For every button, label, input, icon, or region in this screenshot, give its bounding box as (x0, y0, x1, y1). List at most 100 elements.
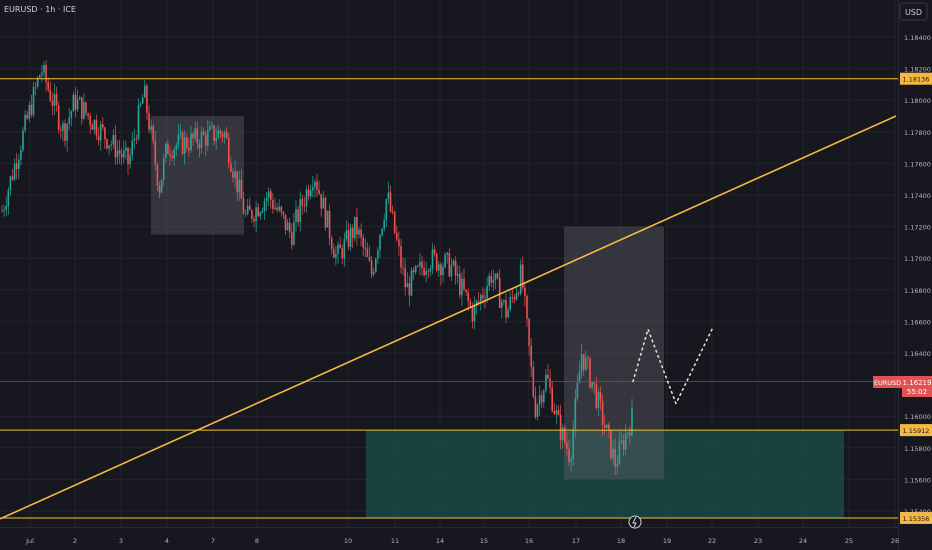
candle-body (545, 374, 547, 391)
candle-body (55, 93, 58, 106)
candle-body (435, 253, 438, 271)
candle-body (511, 297, 514, 298)
candle-body (488, 275, 490, 286)
candle-body (587, 357, 589, 359)
candle-body (480, 295, 482, 302)
candle-body (194, 128, 196, 139)
candle-body (81, 97, 83, 119)
candle-body (328, 210, 331, 239)
y-tick-label: 1.17800 (904, 129, 931, 137)
candle-body (631, 407, 633, 436)
candle-body (580, 354, 583, 372)
y-tick-label: 1.17200 (904, 224, 931, 232)
candle-body (383, 220, 385, 229)
y-tick-label: 1.15800 (904, 445, 931, 453)
candle-body (337, 244, 339, 254)
candle-body (372, 271, 375, 275)
candle-body (160, 179, 163, 193)
candle-body (578, 371, 581, 383)
candle-body (5, 206, 7, 210)
range-boxes (151, 116, 844, 518)
candle-body (154, 140, 157, 165)
time-axis: Jul 2 3 4 7 8 10 11 14 15 16 17 18 19 22 23 24 25 26 (0, 527, 899, 545)
candle-body (404, 267, 406, 288)
candle-body (39, 75, 41, 78)
candle-body (274, 207, 276, 210)
price-axis: 1.18400 1.18200 1.18000 1.17800 1.17600 1.174… (898, 0, 931, 550)
candle-body (114, 135, 117, 158)
x-tick-label: 16 (525, 537, 533, 545)
x-tick-label: 19 (663, 537, 671, 545)
candle-body (540, 395, 543, 403)
price-tag-price: 1.16219 (903, 379, 932, 387)
candle-body (421, 261, 423, 269)
price-tag-countdown: 55:02 (907, 388, 927, 396)
candle-body (167, 143, 169, 155)
candle-body (53, 93, 56, 106)
candle-body (570, 459, 572, 462)
candle-body (396, 232, 398, 240)
y-tick-label: 1.16000 (904, 413, 931, 421)
candle-body (490, 275, 493, 283)
candle-body (597, 391, 600, 409)
candle-body (601, 401, 604, 426)
candle-body (582, 354, 585, 370)
candle-body (295, 209, 297, 222)
x-tick-label: 15 (480, 537, 488, 545)
candle-body (186, 137, 188, 148)
candle-body (473, 305, 476, 322)
candle-body (566, 442, 568, 449)
candle-body (207, 129, 209, 146)
candle-body (494, 273, 497, 280)
candle-body (104, 127, 106, 139)
y-tick-label: 1.18200 (904, 66, 931, 74)
candle-body (564, 427, 566, 443)
x-tick-label: Jul (25, 537, 34, 545)
candle-body (291, 232, 293, 245)
candle-body (477, 300, 480, 302)
candle-body (43, 64, 45, 73)
candle-body (335, 253, 337, 258)
x-tick-label: 8 (255, 537, 259, 545)
candle-body (263, 201, 266, 212)
candle-body (454, 260, 457, 276)
candle-body (553, 411, 556, 414)
candle-body (9, 176, 12, 191)
candle-body (505, 300, 507, 318)
candle-body (68, 117, 70, 124)
candle-body (555, 410, 558, 414)
candle-body (312, 186, 314, 191)
candle-body (219, 130, 222, 134)
alert-icon[interactable] (628, 515, 642, 529)
candle-body (616, 464, 619, 467)
candle-body (236, 171, 238, 193)
candle-body (110, 144, 112, 146)
candle-body (496, 273, 499, 279)
candle-body (318, 189, 320, 194)
candle-body (127, 147, 129, 165)
candle-body (221, 133, 224, 138)
candle-body (118, 150, 121, 154)
candle-body (60, 129, 62, 131)
candle-body (307, 189, 310, 197)
y-tick-label: 1.16600 (904, 318, 931, 326)
currency-button[interactable]: USD (899, 2, 928, 21)
range-box (564, 226, 664, 480)
x-tick-label: 17 (572, 537, 580, 545)
candle-body (419, 261, 421, 266)
candle-body (238, 179, 241, 193)
y-tick-label: 1.15400 (904, 508, 931, 516)
candle-body (484, 297, 486, 299)
candle-body (288, 222, 291, 233)
candle-body (501, 301, 503, 308)
candle-body (543, 390, 545, 403)
candle-body (536, 405, 539, 417)
candle-body (64, 123, 66, 141)
candle-body (465, 289, 467, 293)
candle-body (448, 252, 451, 277)
candle-body (610, 429, 612, 459)
candle-body (265, 197, 268, 202)
candle-body (408, 283, 411, 296)
candle-body (406, 283, 409, 288)
